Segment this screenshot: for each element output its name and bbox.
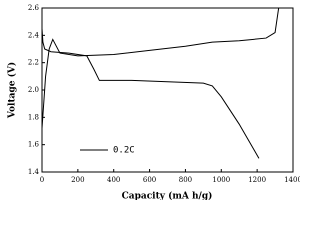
plot-frame <box>41 7 294 173</box>
y-tick-label: 2.6 <box>28 4 40 12</box>
y-tick-label: 2.0 <box>28 86 39 94</box>
x-tick-label: 400 <box>107 176 120 184</box>
x-axis-label: Capacity (mA h/g) <box>122 191 213 201</box>
x-tick-label: 1200 <box>248 176 266 184</box>
page: {"chart_data": {"type": "line", "x_label… <box>6 4 302 202</box>
x-tick-label: 1400 <box>284 176 300 184</box>
y-tick-label: 1.6 <box>28 141 40 149</box>
y-tick-label: 1.8 <box>28 113 39 121</box>
data-line <box>41 28 260 159</box>
x-tick-label: 800 <box>179 176 192 184</box>
x-tick-label: 200 <box>71 176 84 184</box>
y-tick-label: 2.4 <box>28 31 40 39</box>
x-tick-label: 1000 <box>212 176 230 184</box>
x-tick-label: 0 <box>40 176 44 184</box>
legend-label: 0.2C <box>113 146 135 156</box>
y-tick-label: 2.2 <box>28 59 39 67</box>
y-tick-label: 1.4 <box>28 168 40 176</box>
y-axis-label: Voltage (V) <box>7 62 18 119</box>
chart: Voltage (V) Capacity (mA h/g) 1.4 1.6 1.8 2… <box>7 4 302 202</box>
data-line <box>41 7 280 129</box>
x-tick-label: 600 <box>143 176 156 184</box>
